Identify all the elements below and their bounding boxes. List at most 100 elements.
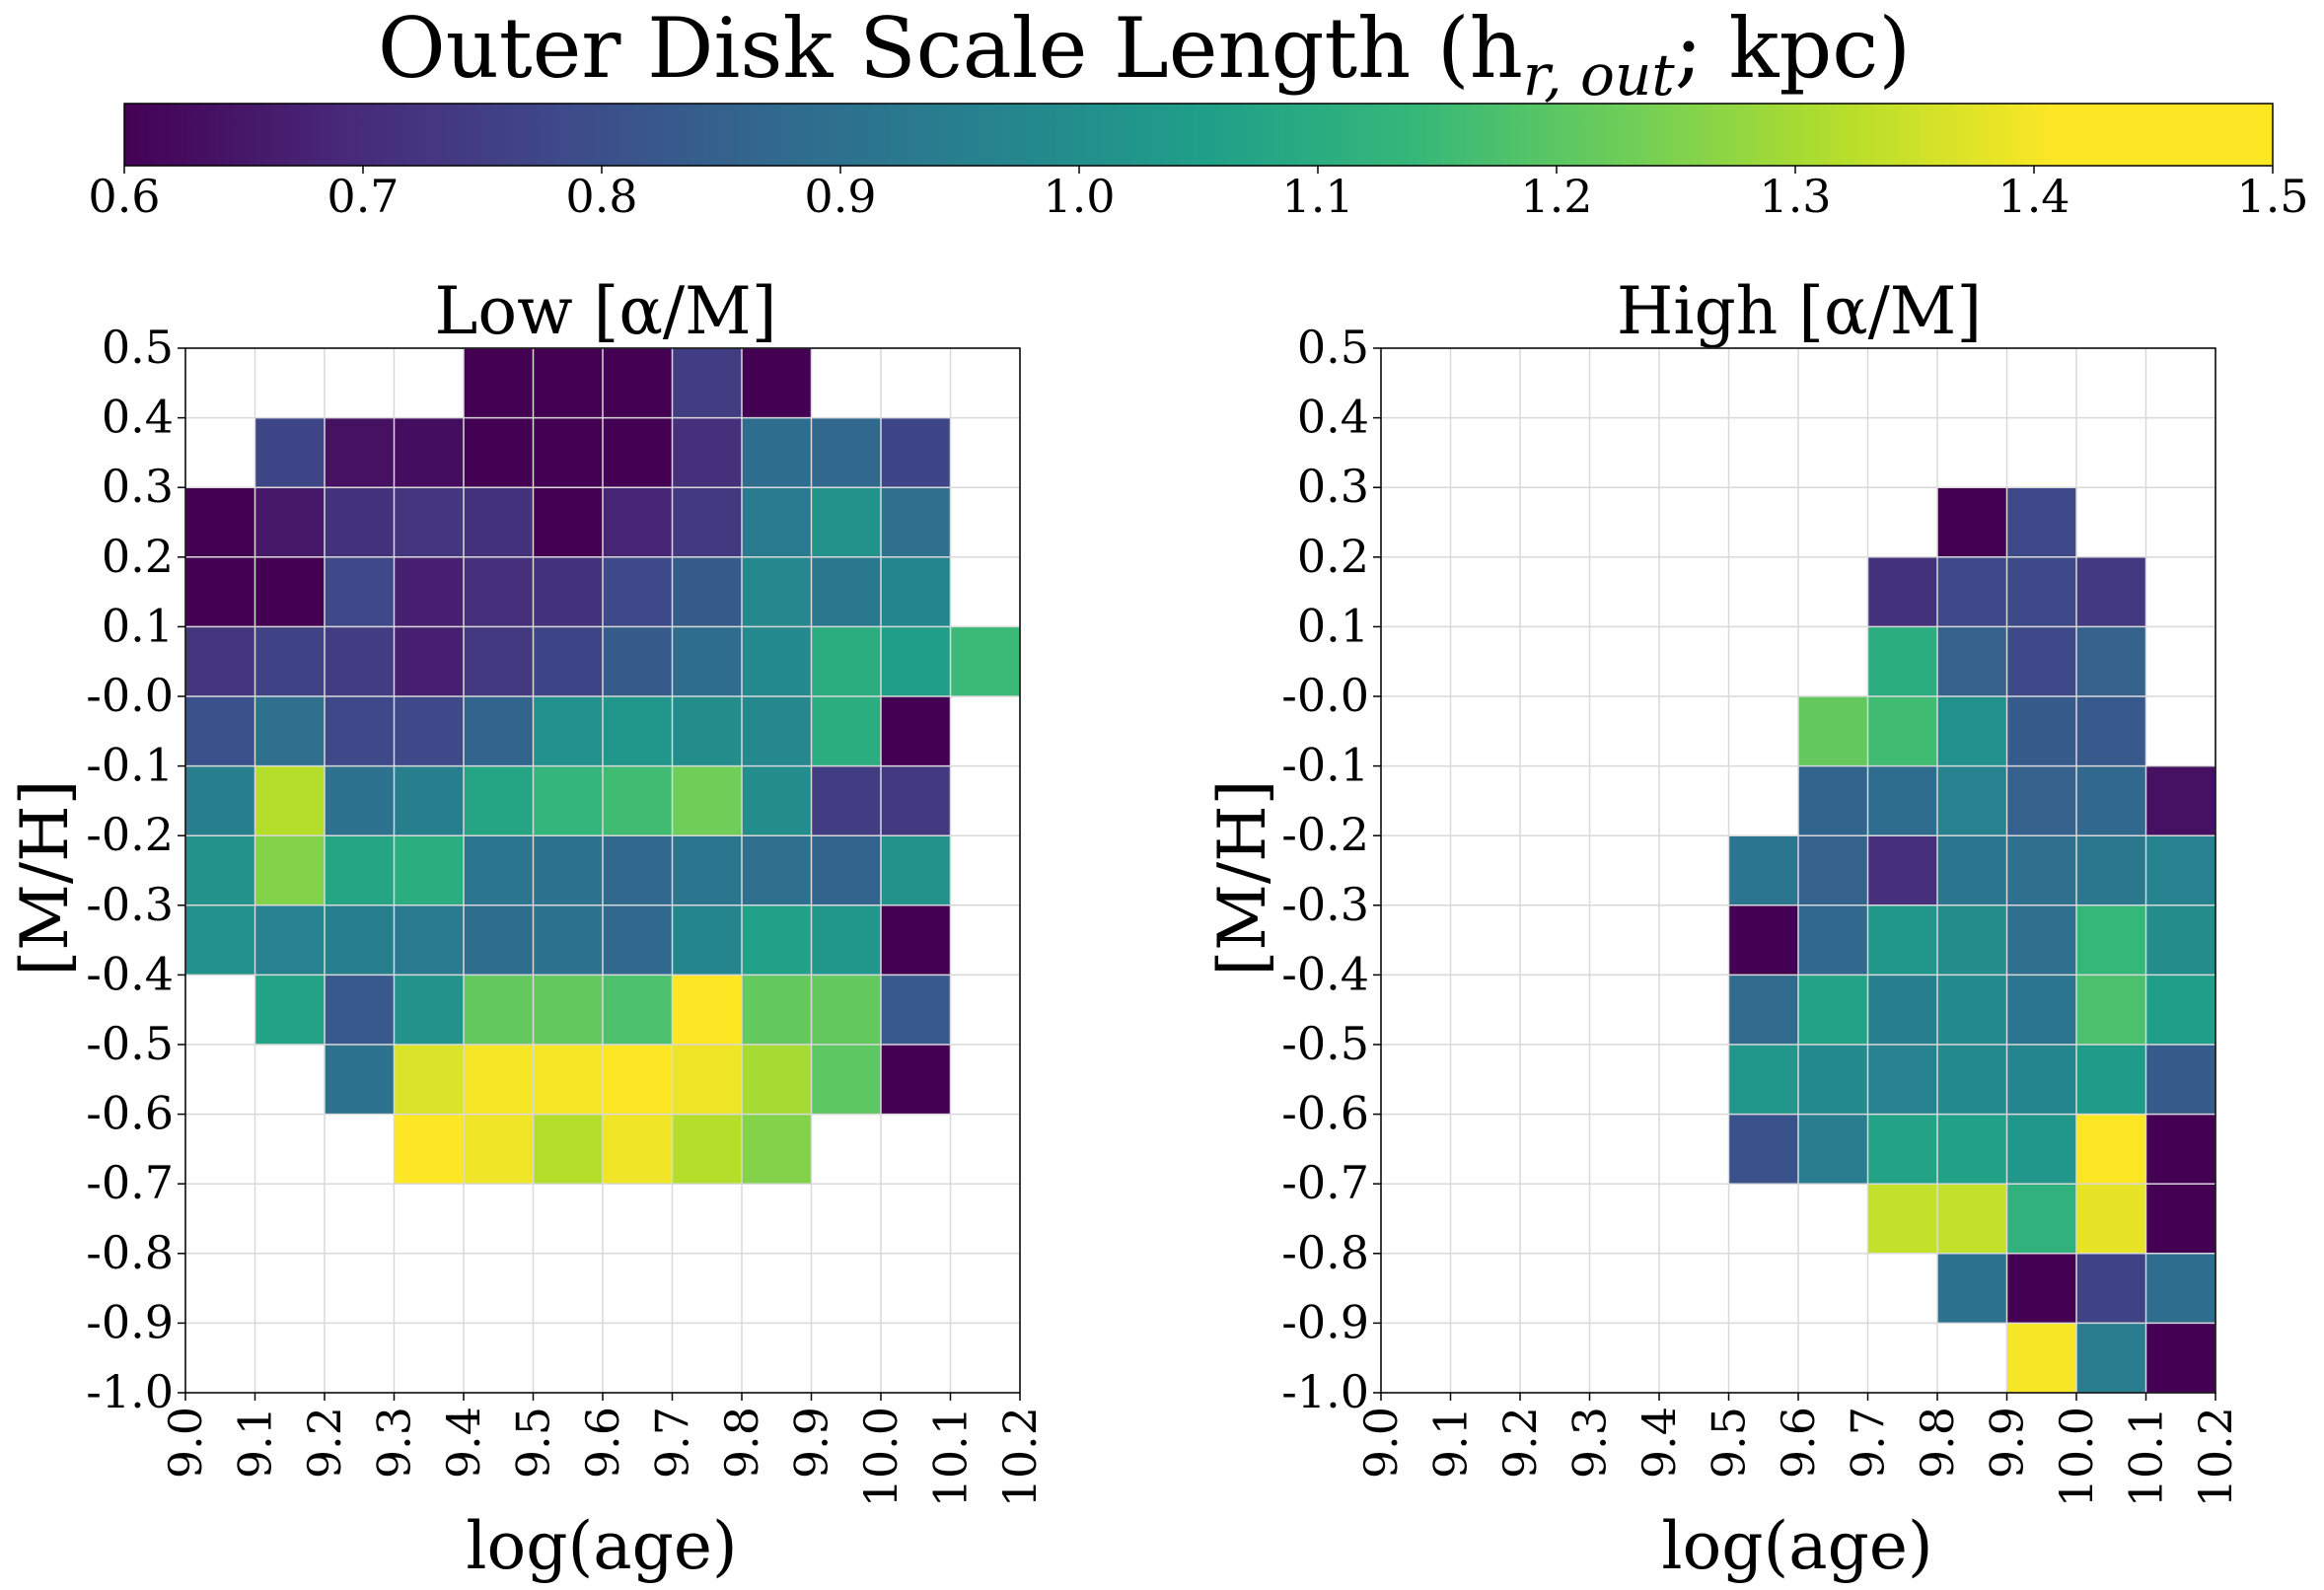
heatmap-cell [672,556,742,627]
heatmap-cell [2006,1253,2076,1324]
heatmap-cell [325,626,395,696]
heatmap-cell [603,348,673,418]
heatmap-cell [1937,487,2007,557]
heatmap-cell [2006,765,2076,836]
x-tick-label: 9.1 [229,1407,282,1479]
heatmap-cell [254,626,325,696]
heatmap-cell [2076,1184,2146,1254]
heatmap-cell [185,626,255,696]
x-tick-label: 9.2 [1493,1407,1547,1479]
heatmap-cell [533,765,603,836]
x-tick-label: 10.0 [854,1407,908,1507]
heatmap-cell [1728,1114,1798,1185]
heatmap-cell [1937,1253,2007,1324]
y-tick-label: -0.1 [86,739,174,792]
heatmap-cell [464,975,534,1045]
heatmap-cell [2006,556,2076,627]
heatmap-cell [1937,975,2007,1045]
x-tick-label: 9.7 [646,1407,699,1479]
heatmap-cell [811,835,881,905]
y-tick-label: -0.8 [86,1226,174,1279]
panel-title-low-alpha: Low [α/M] [435,273,777,349]
heatmap-cell [881,904,951,976]
heatmap-cell [464,626,534,696]
x-tick-label: 9.8 [715,1407,768,1479]
heatmap-cell [1937,1045,2007,1115]
y-tick-label: -0.0 [86,669,174,722]
colorbar-tick-label: 1.4 [1997,170,2070,223]
heatmap-cell [394,835,464,905]
heatmap-cell [1937,626,2007,696]
heatmap-cell [742,1045,812,1115]
heatmap-cell [185,556,255,627]
heatmap-cell [2076,975,2146,1045]
colorbar-tick-label: 1.1 [1281,170,1353,223]
heatmap-cell [603,487,673,557]
x-tick-label: 9.3 [368,1407,421,1479]
y-axis-label-high-alpha: [M/H] [1204,780,1280,976]
heatmap-cell [881,765,951,836]
x-tick-label: 9.4 [437,1407,490,1479]
heatmap-cell [881,1045,951,1115]
x-tick-label: 9.9 [1981,1407,2034,1479]
colorbar-tick-label: 1.0 [1043,170,1115,223]
heatmap-cell [533,417,603,488]
heatmap-cell [2076,1045,2146,1115]
x-tick-label: 9.5 [507,1407,560,1479]
heatmap-cell [254,975,325,1045]
heatmap-cell [1867,1184,1937,1254]
y-tick-label: 0.4 [102,391,174,444]
heatmap-cell [1728,904,1798,976]
heatmap-cell [1867,626,1937,696]
heatmap-cell [811,904,881,976]
heatmap-cell [394,765,464,836]
gridlines-low-alpha [184,347,1021,1394]
y-tick-label: -0.1 [1281,739,1369,792]
heatmap-cell [533,1045,603,1115]
heatmap-cell [603,1114,673,1185]
heatmap-cell [742,348,812,418]
heatmap-cell [742,835,812,905]
y-tick-label: -0.3 [86,878,174,931]
heatmap-cell [464,1114,534,1185]
y-tick-label: 0.1 [1297,599,1369,652]
x-tick-label: 9.0 [159,1407,212,1479]
heatmap-cell [742,975,812,1045]
heatmap-cell [2076,626,2146,696]
heatmap-cell [2006,1184,2076,1254]
heatmap-cell [603,696,673,766]
heatmap-cell [464,696,534,766]
heatmap-cell [1798,835,1868,905]
y-axis-label-low-alpha: [M/H] [7,780,83,976]
heatmap-cell [672,696,742,766]
y-tick-label: 0.3 [1297,460,1369,513]
heatmap-cell [2145,1253,2215,1324]
x-tick-label: 9.7 [1842,1407,1895,1479]
heatmap-cell [1937,835,2007,905]
x-tick-label: 9.6 [1772,1407,1825,1479]
y-tick-label: -1.0 [1281,1365,1369,1418]
heatmap-cell [2076,765,2146,836]
heatmap-cell [464,348,534,418]
heatmap-cell [2006,487,2076,557]
colorbar-tick-label: 0.9 [804,170,876,223]
y-tick-label: -0.5 [86,1017,174,1070]
heatmap-cell [2076,1114,2146,1185]
heatmap-cell [464,487,534,557]
x-axis-label-high-alpha: log(age) [1661,1508,1932,1584]
heatmap-cell [742,904,812,976]
heatmap-cell [1937,696,2007,766]
x-tick-label: 10.1 [2120,1407,2173,1507]
heatmap-cell [533,835,603,905]
heatmap-cell [2006,904,2076,976]
heatmap-cell [2145,835,2215,905]
y-tick-label: 0.5 [1297,321,1369,374]
x-tick-label: 10.2 [2189,1407,2242,1507]
heatmap-cell [394,1045,464,1115]
heatmap-cell [811,487,881,557]
heatmap-cell [394,1114,464,1185]
heatmap-cell [603,975,673,1045]
heatmap-cell [2145,975,2215,1045]
y-ticks-low-alpha: 0.5 0.4 0.3 0.2 0.1 -0.0 -0.1 -0.2 -0.3 -0.4 -0.5 -… [86,321,185,1418]
heatmap-cell [672,904,742,976]
